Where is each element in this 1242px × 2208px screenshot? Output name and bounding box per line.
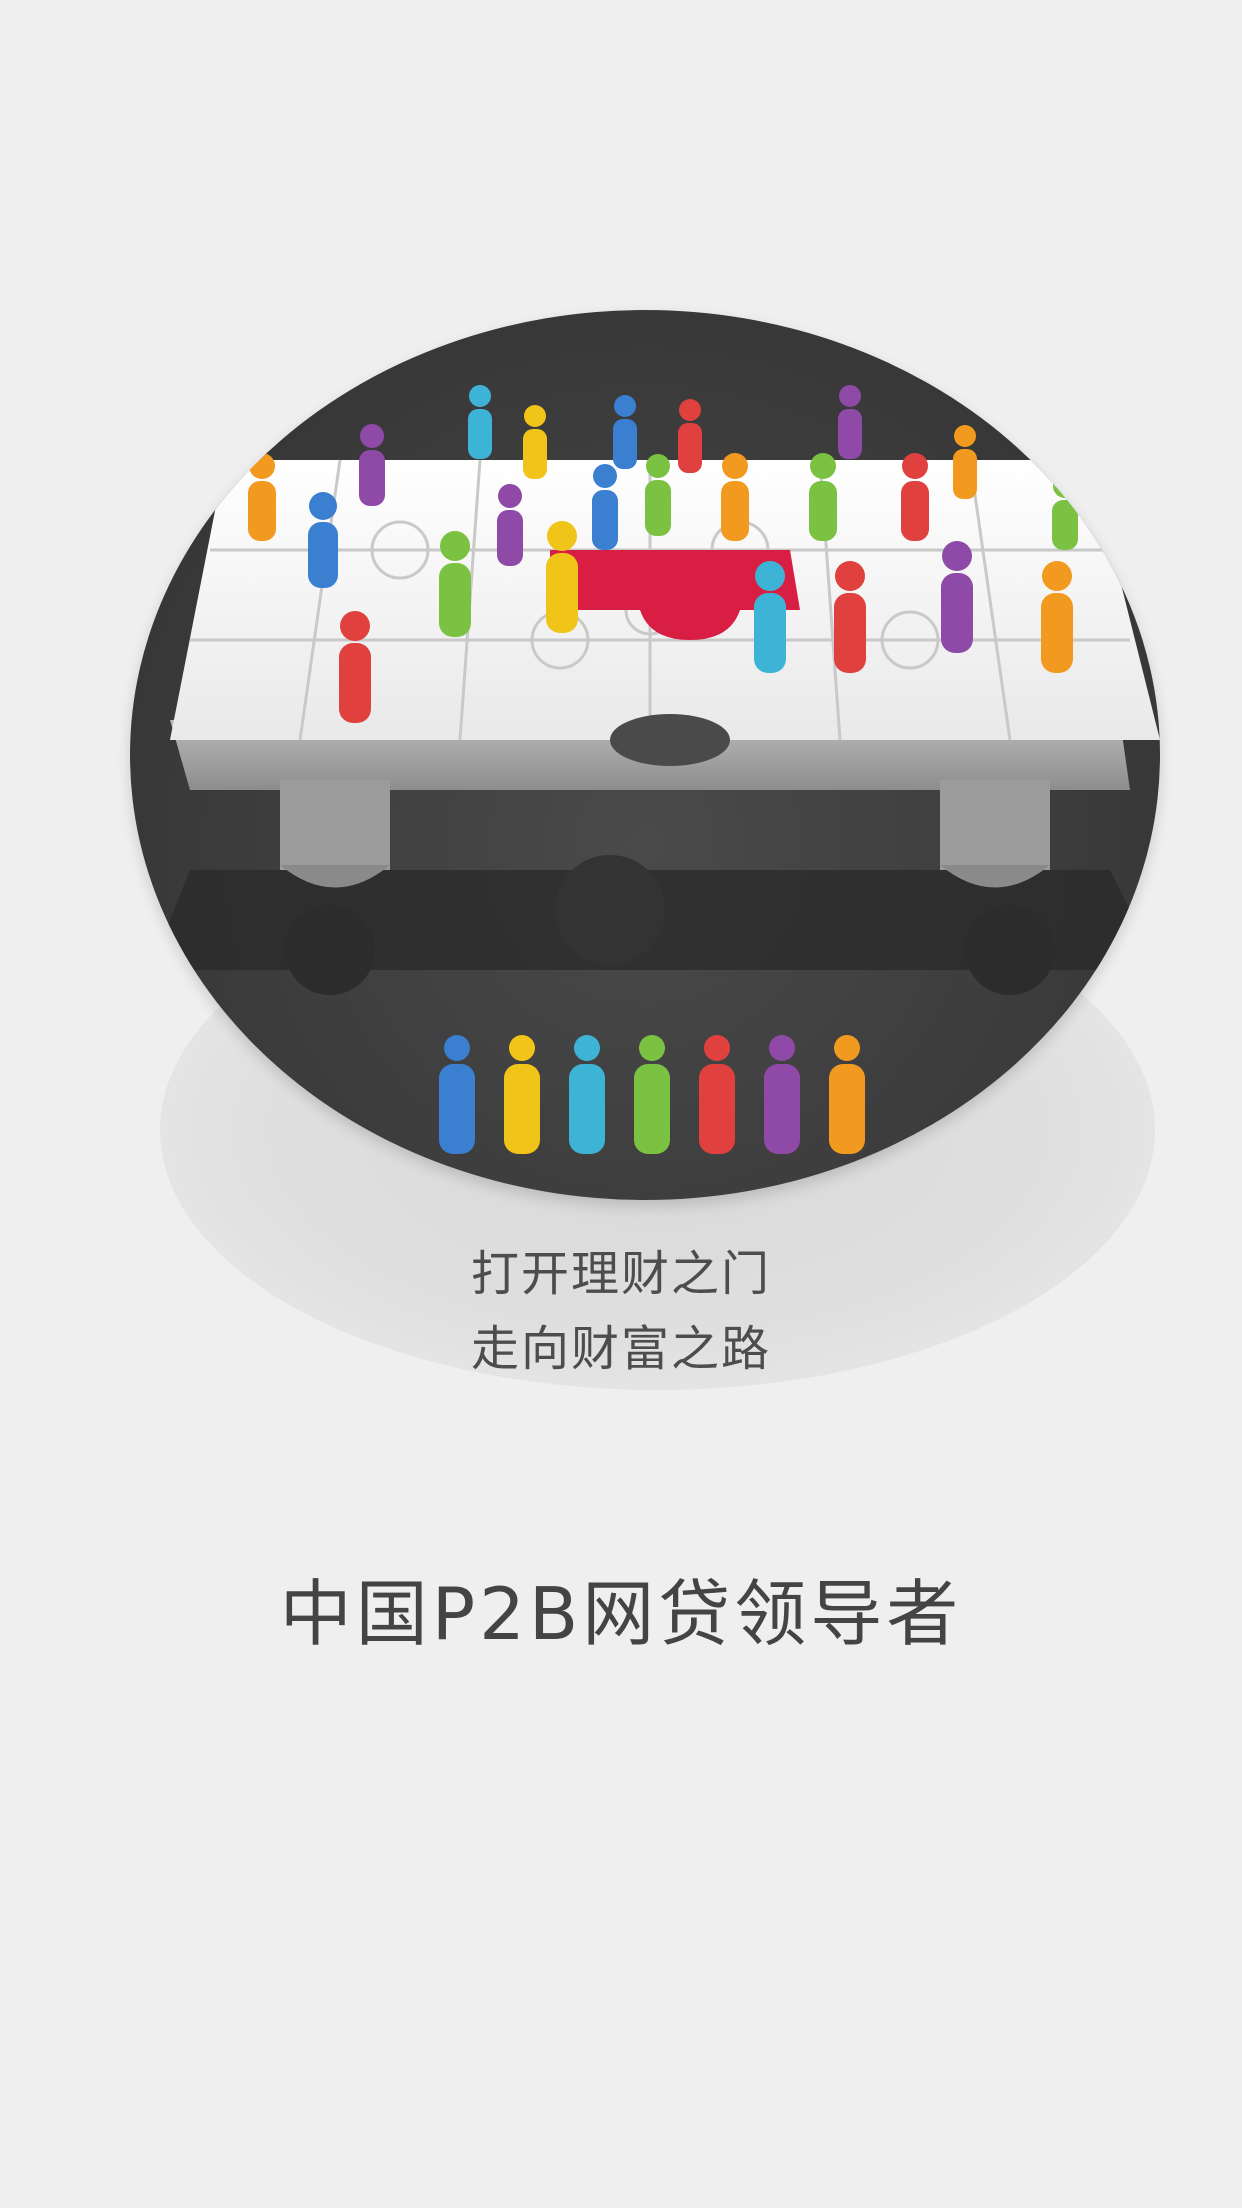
tagline-line-1: 打开理财之门 xyxy=(470,1246,771,1302)
tagline-line-2: 走向财富之路 xyxy=(470,1321,771,1377)
hero-illustration xyxy=(130,310,1160,1400)
puzzle-people-icon xyxy=(130,310,1160,1200)
brand-slogan: 中国P2B网贷领导者 xyxy=(279,1572,963,1656)
